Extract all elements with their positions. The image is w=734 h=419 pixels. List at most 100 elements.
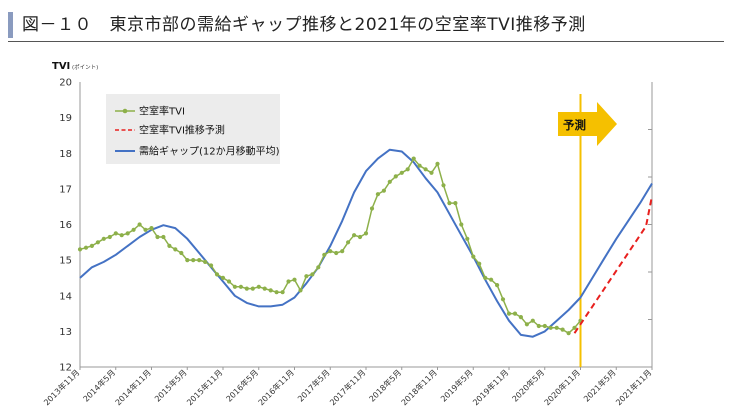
tvi-data-point <box>256 284 261 289</box>
x-tick-label: 2018年11月 <box>399 367 439 407</box>
tvi-data-point <box>518 315 524 320</box>
tvi-data-point <box>512 311 518 316</box>
x-tick-label: 2020年11月 <box>542 367 582 407</box>
legend-item-tvi: 空室率TVI <box>115 105 185 118</box>
tvi-data-point <box>191 258 196 263</box>
tvi-data-point <box>524 322 530 327</box>
tvi-data-point <box>340 249 345 254</box>
x-tick-label: 2017年11月 <box>327 367 367 407</box>
tvi-data-point <box>113 231 118 236</box>
legend-marker-tvi <box>122 108 128 114</box>
tvi-data-point <box>244 286 249 291</box>
tvi-data-point <box>405 167 410 172</box>
tvi-data-point <box>161 234 166 240</box>
header-accent-bar <box>8 12 13 38</box>
x-tick-label: 2019年5月 <box>438 367 474 403</box>
tvi-data-point <box>381 188 386 193</box>
tvi-data-point <box>250 286 255 291</box>
tvi-data-point <box>447 201 452 206</box>
tvi-data-point <box>310 272 315 277</box>
series-line-gap <box>79 148 653 338</box>
y-tick-label: 12 <box>59 363 72 374</box>
tvi-data-point <box>352 233 357 238</box>
y-tick-label: 17 <box>59 184 72 195</box>
tvi-data-point <box>143 227 148 232</box>
tvi-data-point <box>495 283 500 288</box>
tvi-data-point <box>548 325 553 330</box>
x-tick-label: 2020年5月 <box>510 367 546 403</box>
tvi-data-point <box>465 236 470 241</box>
tvi-data-point <box>95 240 100 245</box>
legend: 空室率TVI 空室率TVI推移予測 需給ギャップ(12か月移動平均) <box>106 94 280 164</box>
tvi-data-point <box>209 263 214 268</box>
tvi-data-point <box>203 259 208 264</box>
y-tick-label: 18 <box>59 149 72 160</box>
tvi-data-point <box>500 297 506 302</box>
tvi-data-point <box>560 327 565 332</box>
tvi-data-point <box>387 179 392 184</box>
tvi-data-point <box>232 284 237 289</box>
tvi-data-point <box>125 231 130 236</box>
tvi-data-point <box>107 234 112 240</box>
forecast-label: 予測 <box>563 118 586 132</box>
legend-item-gap: 需給ギャップ(12か月移動平均) <box>115 145 280 158</box>
x-tick-label: 2019年11月 <box>470 367 510 407</box>
tvi-data-point <box>77 247 83 252</box>
tvi-data-point <box>274 290 279 295</box>
legend-item-forecast: 空室率TVI推移予測 <box>115 124 225 137</box>
tvi-data-point <box>131 227 136 232</box>
tvi-data-point <box>304 274 309 279</box>
tvi-data-point <box>173 247 178 252</box>
x-tick-label: 2021年11月 <box>613 367 653 407</box>
tvi-data-point <box>286 279 291 284</box>
forecast-arrow: 予測 <box>558 102 617 146</box>
tvi-data-point <box>226 279 232 284</box>
header-divider <box>8 41 724 42</box>
tvi-data-point <box>453 201 458 206</box>
tvi-data-point <box>89 243 94 248</box>
tvi-data-point <box>238 284 243 289</box>
tvi-data-point <box>489 277 494 282</box>
tvi-data-point <box>441 183 446 188</box>
legend-label-forecast: 空室率TVI推移予測 <box>139 124 225 137</box>
tvi-data-point <box>530 318 535 323</box>
tvi-data-point <box>292 277 297 282</box>
tvi-data-point <box>554 325 559 330</box>
y-tick-label: 14 <box>59 291 72 302</box>
forecast-arrow-shape <box>558 102 617 146</box>
y-tick-label: 16 <box>59 220 72 231</box>
tvi-data-point <box>536 323 541 329</box>
tvi-data-point <box>167 243 172 248</box>
tvi-data-point <box>220 275 226 280</box>
x-tick-label: 2017年5月 <box>295 367 331 403</box>
tvi-data-point <box>119 233 124 238</box>
tvi-data-point <box>471 254 476 259</box>
tvi-data-point <box>459 222 464 227</box>
x-tick-label: 2016年5月 <box>224 367 260 403</box>
tvi-data-point <box>423 167 428 172</box>
y-tick-label: 15 <box>59 256 72 267</box>
tvi-data-point <box>566 331 571 336</box>
tvi-data-point <box>477 261 482 266</box>
tvi-data-point <box>393 174 398 179</box>
tvi-data-point <box>572 325 577 330</box>
legend-label-gap: 需給ギャップ(12か月移動平均) <box>139 145 280 158</box>
y-tick-label: 19 <box>59 113 72 124</box>
tvi-data-point <box>542 323 547 329</box>
y-axis-label: TVI <box>52 61 70 72</box>
tvi-data-point <box>411 156 416 161</box>
tvi-data-point <box>375 192 380 197</box>
tvi-data-point <box>262 286 267 291</box>
series-line-forecast <box>573 195 653 334</box>
tvi-data-point <box>155 234 160 240</box>
x-tick-label: 2015年5月 <box>152 367 188 403</box>
tvi-data-point <box>316 265 321 270</box>
tvi-data-point <box>83 245 89 250</box>
figure-title: 図－１０ 東京市部の需給ギャップ推移と2021年の空室率TVI推移予測 <box>22 15 586 35</box>
tvi-data-point <box>357 234 363 240</box>
y-tick-label: 13 <box>59 327 72 338</box>
tvi-data-point <box>137 222 142 227</box>
tvi-data-point <box>179 250 184 256</box>
tvi-data-point <box>417 163 422 168</box>
